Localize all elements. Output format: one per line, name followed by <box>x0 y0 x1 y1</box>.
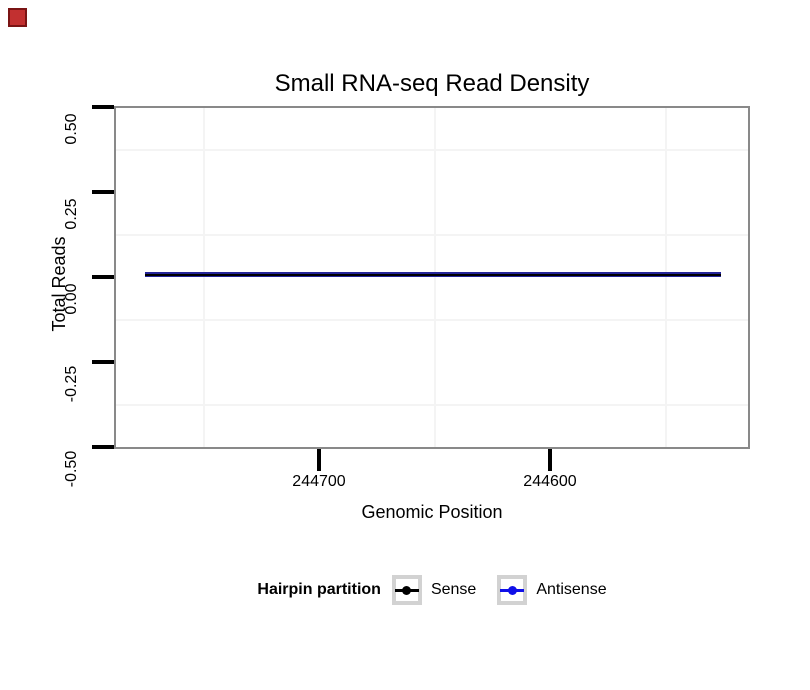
y-tick-label: 0.00 <box>63 283 80 315</box>
y-tick <box>92 275 114 279</box>
legend: Hairpin partition Sense Antisense <box>114 573 750 607</box>
minor-gridline-h <box>116 149 748 151</box>
minor-gridline-h <box>116 319 748 321</box>
x-tick-label: 244600 <box>523 473 577 490</box>
minor-gridline-v <box>434 108 436 447</box>
legend-title: Hairpin partition <box>257 581 381 598</box>
y-tick-label: 0.50 <box>63 113 80 145</box>
legend-label-sense: Sense <box>430 581 477 598</box>
legend-key-antisense <box>497 575 528 605</box>
x-tick-label: 244700 <box>292 473 346 490</box>
antisense-line <box>145 272 721 277</box>
minor-gridline-v <box>665 108 667 447</box>
y-tick-label: 0.25 <box>63 198 80 230</box>
legend-key-sense <box>391 575 422 605</box>
sense-dot-icon <box>402 585 412 595</box>
y-tick <box>92 190 114 194</box>
chart-title: Small RNA-seq Read Density <box>274 70 590 97</box>
y-tick <box>92 445 114 449</box>
cursor-marker <box>8 8 27 27</box>
plot-panel <box>114 106 750 449</box>
y-tick <box>92 105 114 109</box>
antisense-dot-icon <box>507 585 517 595</box>
y-tick-label: -0.50 <box>63 450 80 488</box>
minor-gridline-h <box>116 234 748 236</box>
x-tick <box>317 449 321 471</box>
minor-gridline-h <box>116 404 748 406</box>
legend-label-antisense: Antisense <box>536 581 607 598</box>
y-tick <box>92 360 114 364</box>
minor-gridline-v <box>203 108 205 447</box>
x-axis-label: Genomic Position <box>361 502 503 522</box>
x-tick <box>548 449 552 471</box>
sense-line <box>145 273 721 276</box>
y-tick-label: -0.25 <box>63 365 80 403</box>
